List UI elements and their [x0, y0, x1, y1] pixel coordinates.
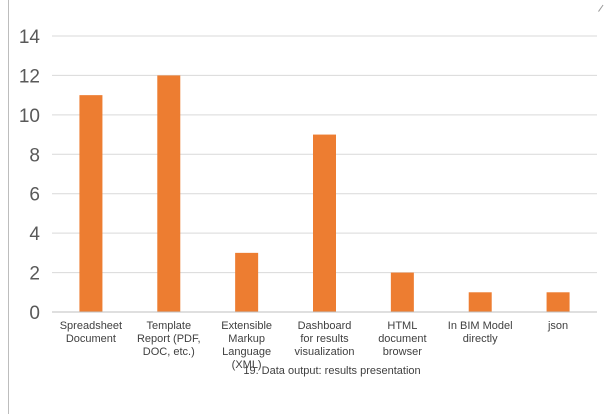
y-tick-label: 0: [29, 303, 40, 324]
bar: [546, 292, 570, 312]
category-label-line: Extensible: [221, 320, 272, 332]
bar: [235, 252, 259, 312]
chart-frame-left-border: [8, 0, 9, 414]
category-label-line: DOC, etc.): [143, 346, 195, 358]
y-tick-label: 8: [29, 145, 40, 166]
category-label-line: (XML): [232, 359, 262, 371]
category-label-line: json: [547, 320, 568, 332]
bars: [79, 75, 570, 313]
category-label: Dashboard for results visualization: [295, 320, 355, 358]
y-tick-label: 6: [29, 185, 40, 206]
category-label: Template Report (PDF, DOC, etc.): [137, 320, 201, 358]
category-label-line: browser: [383, 346, 422, 358]
bar: [468, 292, 492, 312]
y-tick-label: 14: [19, 27, 41, 48]
category-label-line: Markup: [228, 333, 265, 345]
y-tick-label: 12: [19, 66, 40, 87]
category-label: json: [547, 320, 568, 332]
category-label-line: Spreadsheet: [60, 320, 122, 332]
y-tick-label: 10: [19, 106, 40, 127]
category-label-line: for results: [300, 333, 349, 345]
category-label-line: directly: [463, 333, 498, 345]
category-label: Extensible Markup Language (XML): [221, 320, 272, 371]
y-tick-label: 2: [29, 264, 40, 285]
bar: [313, 134, 336, 312]
category-label-line: Language: [222, 346, 271, 358]
gridlines: [52, 35, 597, 274]
category-label-line: visualization: [295, 346, 355, 358]
category-label: Spreadsheet Document: [60, 320, 122, 345]
category-label-line: Report (PDF,: [137, 333, 201, 345]
y-tick-label: 4: [29, 224, 40, 245]
bar: [390, 272, 414, 312]
category-label-line: Document: [66, 333, 116, 345]
bar: [79, 95, 103, 313]
category-label: HTML document browser: [378, 320, 426, 358]
category-label: In BIM Model directly: [448, 320, 513, 345]
category-label-line: document: [378, 333, 426, 345]
bar: [157, 75, 181, 312]
category-label-line: In BIM Model: [448, 320, 513, 332]
category-label-line: Template: [146, 320, 191, 332]
category-label-line: Dashboard: [298, 320, 352, 332]
y-axis-ticks: 0 2 4 6 8 10 12 14: [19, 27, 41, 324]
category-label-line: HTML: [387, 320, 417, 332]
x-axis-title: 19. Data output: results presentation: [243, 365, 420, 377]
